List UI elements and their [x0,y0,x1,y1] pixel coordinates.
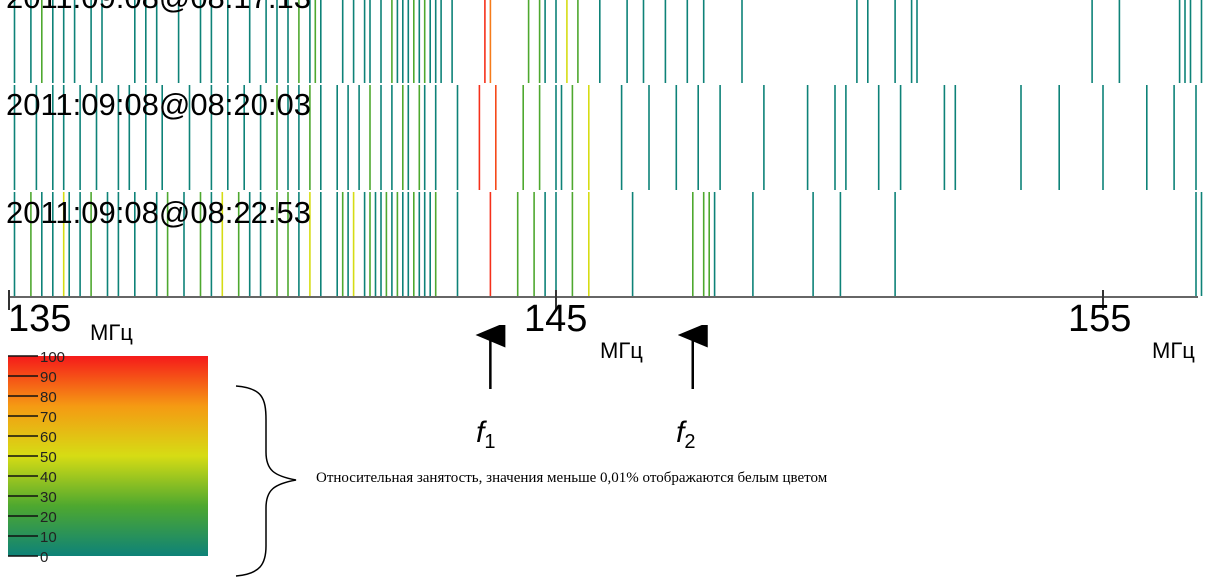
spectrum-waterfall-chart [8,0,1203,310]
legend-label-10: 10 [40,529,57,546]
x-unit-label-1: МГц [90,320,133,345]
legend-label-100: 100 [40,349,66,366]
legend-label-50: 50 [40,449,57,466]
legend-label-70: 70 [40,409,57,426]
legend-brace [235,385,297,577]
color-scale-legend [8,355,297,577]
x-axis-ticks [8,290,1104,310]
frequency-marker-f1-index: 1 [484,431,496,453]
color-scale-bar [8,356,208,556]
legend-label-20: 20 [40,509,57,526]
frequency-marker-f2: f2 [676,416,696,453]
frequency-marker-f1: f1 [476,416,496,453]
legend-label-90: 90 [40,369,57,386]
frequency-marker-f2-index: 2 [684,431,696,453]
legend-label-30: 30 [40,489,57,506]
x-unit-label-3: МГц [1152,338,1195,363]
frequency-marker-f2-symbol: f [676,416,685,449]
legend-caption: Относительная занятость, значения меньше… [316,470,828,486]
frequency-marker-f1-symbol: f [476,416,485,449]
x-tick-label-145: 145 [524,298,588,340]
frequency-marker-arrows [475,325,708,389]
timestamp-row-3: 2011:09:08@08:22:53 [6,195,311,230]
legend-label-80: 80 [40,389,57,406]
legend-label-40: 40 [40,469,57,486]
legend-label-60: 60 [40,429,57,446]
timestamp-row-2: 2011:09:08@08:20:03 [6,87,311,122]
timestamp-row-1: 2011:09:08@08:17:13 [6,0,311,13]
x-tick-label-155: 155 [1068,298,1132,340]
legend-label-0: 0 [40,549,49,566]
waterfall-rows [13,0,1203,296]
x-unit-label-2: МГц [600,338,643,363]
x-tick-label-135: 135 [8,298,72,340]
